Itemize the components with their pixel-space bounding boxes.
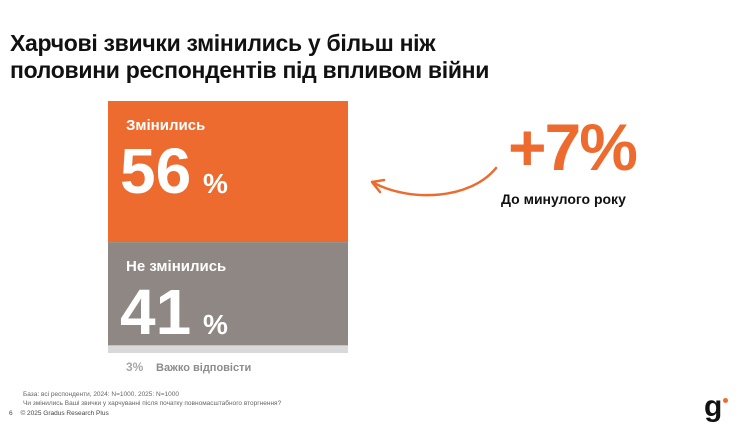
change-value: +7% bbox=[508, 110, 638, 184]
curved-arrow bbox=[372, 166, 498, 197]
segment-label-changed: Змінились bbox=[126, 117, 205, 134]
bar-segment-hard-to-answer bbox=[108, 345, 348, 353]
base-note-line-2: Чи змінились Ваші звички у харчуванні пі… bbox=[23, 400, 282, 407]
gradus-logo: g bbox=[704, 390, 723, 423]
segment-unit-not-changed: % bbox=[203, 309, 228, 340]
base-note-line-1: База: всі респонденти, 2024: N=1000. 202… bbox=[23, 391, 179, 398]
bar-segment-not-changed bbox=[108, 242, 348, 346]
segment-label-not-changed: Не змінились bbox=[126, 258, 226, 275]
logo-dot-icon bbox=[723, 398, 728, 403]
change-caption: До минулого року bbox=[501, 191, 626, 207]
footer: 6 © 2025 Gradus Research Plus bbox=[9, 410, 115, 417]
segment-unit-changed: % bbox=[203, 168, 228, 199]
copyright: © 2025 Gradus Research Plus bbox=[20, 410, 109, 417]
segment-label-hard-to-answer: Важко відповісти bbox=[156, 362, 251, 374]
page-number: 6 bbox=[9, 410, 13, 417]
title-line-2: половини респондентів під впливом війни bbox=[10, 57, 490, 83]
base-note: База: всі респонденти, 2024: N=1000. 202… bbox=[23, 390, 281, 408]
segment-value-hard-to-answer: 3% bbox=[126, 360, 144, 374]
title-line-1: Харчові звички змінились у більш ніж bbox=[10, 30, 436, 56]
page-title: Харчові звички змінились у більш ніж пол… bbox=[10, 30, 610, 84]
bar-segment-changed bbox=[108, 101, 348, 243]
arrow-head-icon bbox=[370, 178, 386, 194]
segment-value-not-changed: 41 bbox=[120, 276, 191, 348]
segment-value-changed: 56 bbox=[120, 135, 191, 207]
